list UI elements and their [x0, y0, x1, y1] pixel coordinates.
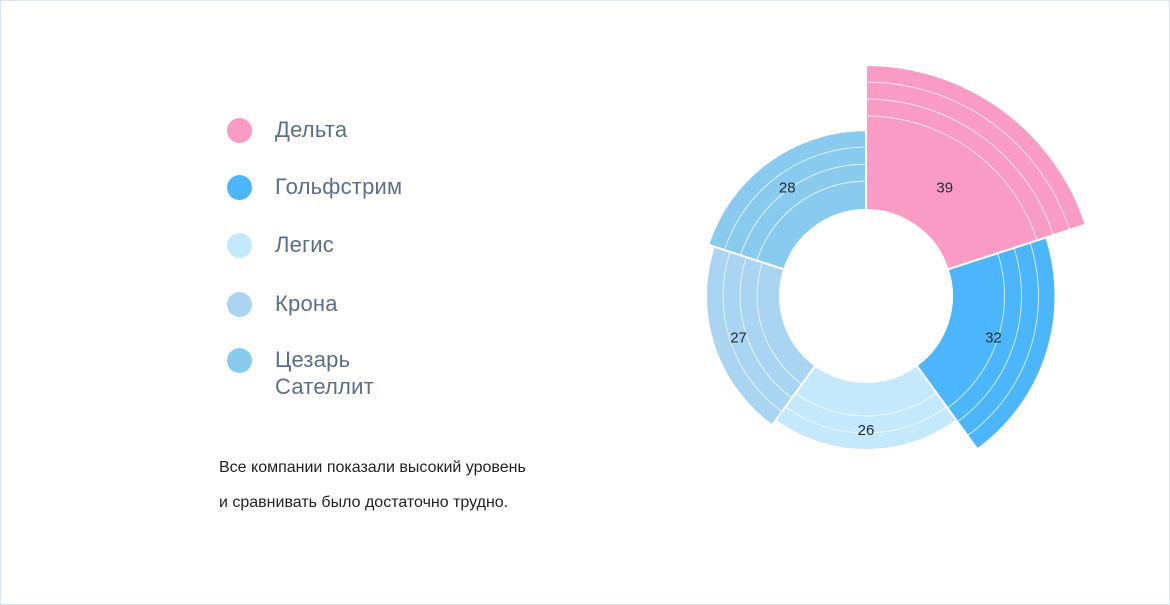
legend-label: Крона [275, 291, 338, 316]
slice-guide-ring [739, 256, 793, 399]
note-line-2: и сравнивать было достаточно трудно. [219, 494, 509, 511]
slice-guide-ring [865, 81, 1071, 231]
slice-guide-ring [865, 115, 1038, 241]
slice-1[interactable] [865, 63, 1087, 271]
slice-guide-ring [723, 146, 867, 251]
slice-value-label: 28 [779, 180, 796, 197]
slice-value-label: 26 [858, 422, 875, 439]
slice-guide-ring [756, 262, 803, 385]
legend-swatch [227, 292, 252, 317]
slice-guide-ring [795, 392, 937, 417]
slice-guide-ring [722, 251, 783, 413]
chart-note: Все компании показали высокий уровень и … [219, 450, 619, 520]
slice-value-label: 27 [730, 329, 747, 346]
slice-4[interactable] [705, 245, 817, 427]
slice-guide-ring [756, 180, 867, 261]
slice-value-label: 32 [985, 329, 1002, 346]
slice-5[interactable] [707, 129, 867, 271]
legend-swatch [227, 118, 252, 143]
slice-2[interactable] [915, 236, 1057, 451]
slice-3[interactable] [774, 364, 958, 451]
slice-guide-ring [785, 406, 947, 434]
legend-swatch [227, 175, 252, 200]
legend-label: Гольфстрим [275, 174, 403, 199]
slice-guide-ring [865, 98, 1054, 236]
legend-swatch [227, 233, 252, 258]
legend-label: Легис [275, 232, 334, 257]
slice-guide-ring [947, 253, 1005, 409]
slice-guide-ring [740, 163, 867, 256]
legend-swatch [227, 348, 252, 373]
note-line-1: Все компании показали высокий уровень [219, 459, 526, 476]
slice-guide-ring [967, 242, 1040, 436]
legend-label: Цезарь Сателлит [275, 347, 374, 399]
legend-label: Дельта [275, 117, 348, 142]
slice-guide-ring [957, 247, 1023, 423]
slice-value-label: 39 [936, 180, 953, 197]
